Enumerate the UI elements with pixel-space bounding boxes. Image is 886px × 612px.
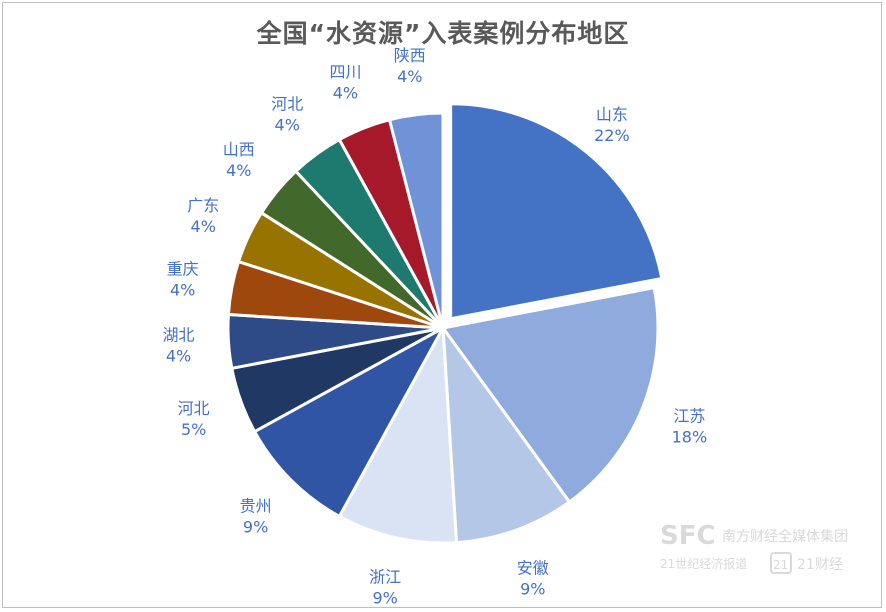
chart-title: 全国“水资源”入表案例分布地区: [256, 19, 630, 48]
slice-category-label: 陕西: [394, 46, 426, 65]
slice-label-10: 河北 4%: [271, 95, 303, 135]
slice-value-label: 9%: [372, 589, 397, 608]
slice-label-11: 四川 4%: [329, 63, 361, 103]
slice-value-label: 5%: [181, 420, 206, 439]
slice-label-5: 河北 5%: [178, 399, 210, 439]
slice-label-12: 陕西 4%: [394, 46, 426, 86]
pie-slice-12: [388, 111, 445, 330]
slice-category-label: 江苏: [673, 407, 705, 426]
slice-category-label: 河北: [271, 95, 303, 114]
slice-category-label: 浙江: [369, 568, 401, 587]
slice-label-0: 山东 22%: [594, 105, 630, 145]
watermark-logo: SFC 南方财经全媒体集团 21世纪经济报道 21 21财经: [660, 521, 848, 574]
slice-label-1: 江苏 18%: [672, 407, 708, 447]
pie-labels: 山东22%江苏18%安徽9%浙江9%贵州9%河北5%湖北4%重庆4%广东4%山西…: [163, 46, 708, 608]
slice-value-label: 4%: [191, 217, 216, 236]
slice-value-label: 4%: [397, 67, 422, 86]
slice-category-label: 湖北: [163, 326, 195, 345]
slice-category-label: 四川: [329, 63, 361, 82]
slice-category-label: 贵州: [240, 496, 272, 515]
watermark-outlet: 21世纪经济报道: [660, 556, 747, 571]
slice-label-2: 安徽 9%: [517, 558, 549, 598]
slice-label-9: 山西 4%: [223, 140, 255, 180]
slice-value-label: 9%: [243, 517, 268, 536]
slice-value-label: 4%: [166, 347, 191, 366]
slice-label-8: 广东 4%: [187, 196, 219, 236]
slice-label-3: 浙江 9%: [369, 568, 401, 608]
pie-slice-3: [337, 326, 458, 545]
pie-slices: [226, 102, 664, 545]
slice-value-label: 22%: [594, 126, 630, 145]
slice-value-label: 4%: [226, 161, 251, 180]
slice-category-label: 广东: [187, 196, 219, 215]
pie-slice-0: [449, 102, 664, 321]
slice-category-label: 山西: [223, 140, 255, 159]
slice-category-label: 重庆: [167, 259, 199, 278]
slice-value-label: 4%: [170, 280, 195, 299]
slice-label-4: 贵州 9%: [240, 496, 272, 536]
slice-category-label: 河北: [178, 399, 210, 418]
watermark-app: 21财经: [797, 557, 843, 573]
slice-category-label: 安徽: [517, 558, 549, 577]
watermark-badge: 21: [773, 558, 788, 572]
pie-slice-1: [441, 286, 660, 504]
slice-value-label: 4%: [275, 116, 300, 135]
pie-slice-4: [253, 326, 445, 518]
slice-value-label: 4%: [333, 84, 358, 103]
slice-category-label: 山东: [596, 105, 628, 124]
slice-value-label: 9%: [520, 579, 545, 598]
slice-label-6: 湖北 4%: [163, 326, 195, 366]
slice-label-7: 重庆 4%: [167, 259, 199, 299]
watermark-org: 南方财经全媒体集团: [722, 528, 848, 545]
watermark-brand: SFC: [660, 521, 716, 551]
pie-slice-2: [441, 326, 571, 545]
slice-value-label: 18%: [672, 428, 708, 447]
